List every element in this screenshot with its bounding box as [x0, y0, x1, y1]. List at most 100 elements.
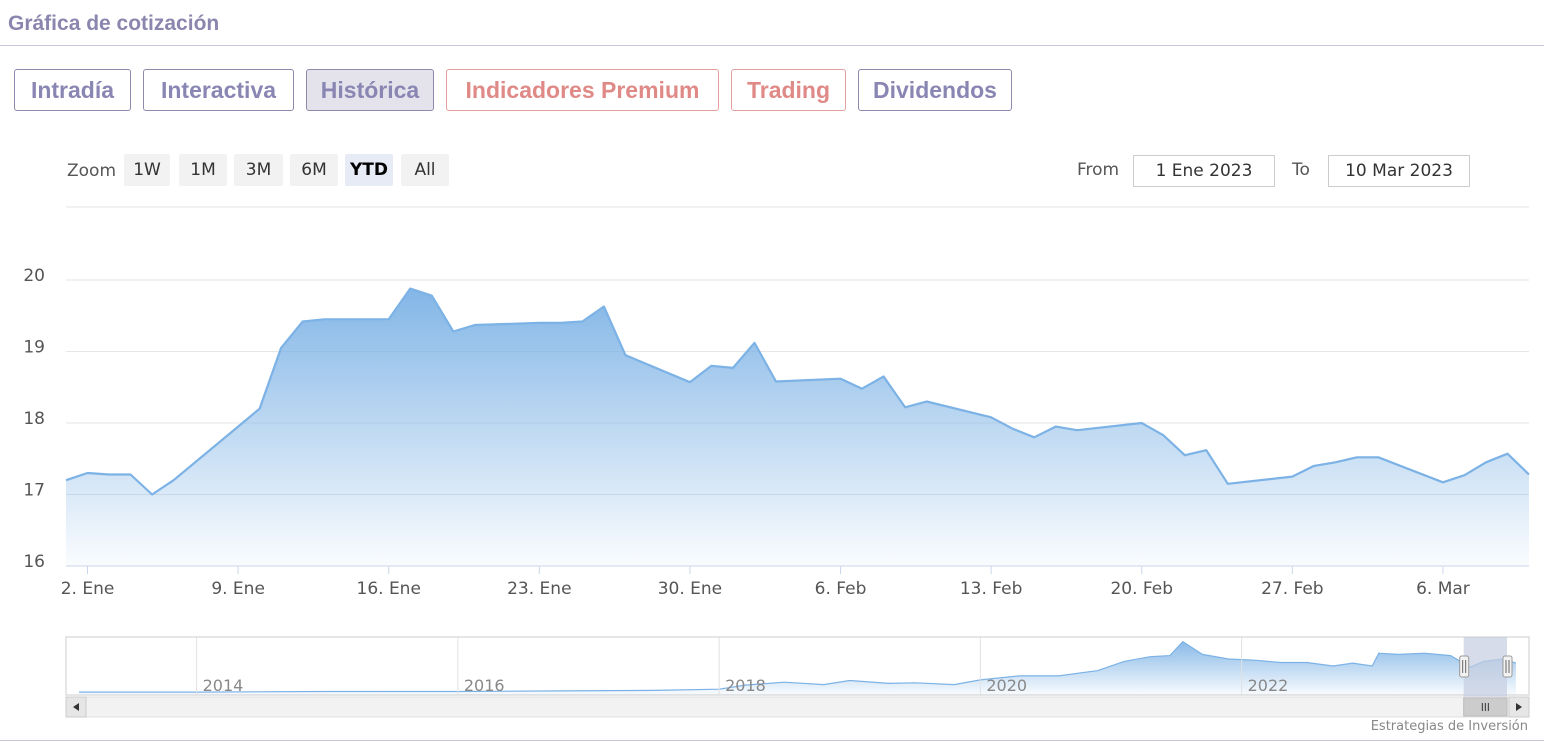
price-data-point[interactable] — [429, 293, 435, 299]
tab-interactiva[interactable]: Interactiva — [143, 69, 294, 111]
price-data-point[interactable] — [1483, 459, 1489, 465]
price-data-point[interactable] — [708, 363, 714, 369]
price-data-point[interactable] — [149, 492, 155, 498]
zoom-6m-button[interactable]: 6M — [290, 154, 338, 186]
navigator-handle-left[interactable] — [1459, 655, 1470, 678]
x-tick-label: 16. Ene — [357, 579, 421, 599]
scroll-right-arrow-icon — [1516, 703, 1522, 711]
price-data-point[interactable] — [1053, 424, 1059, 430]
x-tick-label: 2. Ene — [61, 579, 115, 599]
to-date-input[interactable]: 10 Mar 2023 — [1328, 155, 1470, 187]
price-data-point[interactable] — [1375, 454, 1381, 460]
price-data-point[interactable] — [386, 316, 392, 322]
x-tick-label: 13. Feb — [960, 579, 1023, 599]
price-data-point[interactable] — [1225, 481, 1231, 487]
y-tick-label: 18 — [23, 409, 45, 429]
price-data-point[interactable] — [859, 386, 865, 392]
price-data-point[interactable] — [1160, 432, 1166, 438]
price-data-point[interactable] — [1311, 463, 1317, 469]
price-data-point[interactable] — [472, 322, 478, 328]
from-label: From — [1077, 160, 1120, 180]
y-tick-label: 16 — [23, 552, 45, 572]
price-data-point[interactable] — [1182, 452, 1188, 458]
tab-trading[interactable]: Trading — [731, 69, 846, 111]
navigator-year-label: 2018 — [725, 676, 766, 695]
scrollbar-track[interactable] — [65, 696, 1530, 718]
zoom-3m-button[interactable]: 3M — [234, 154, 283, 186]
price-data-point[interactable] — [601, 304, 607, 310]
navigator-area — [79, 641, 1516, 695]
price-data-point[interactable] — [773, 379, 779, 385]
price-data-point[interactable] — [450, 329, 456, 335]
from-date-input[interactable]: 1 Ene 2023 — [1133, 155, 1275, 187]
price-data-point[interactable] — [579, 319, 585, 325]
price-data-point[interactable] — [1526, 472, 1532, 478]
x-tick-label: 20. Feb — [1110, 579, 1173, 599]
x-tick-label: 30. Ene — [658, 579, 722, 599]
price-data-point[interactable] — [1440, 479, 1446, 485]
y-tick-label: 20 — [23, 266, 45, 286]
price-data-point[interactable] — [687, 379, 693, 385]
price-series-line[interactable] — [65, 287, 1530, 496]
price-data-point[interactable] — [558, 320, 564, 326]
price-data-point[interactable] — [1074, 427, 1080, 433]
price-data-point[interactable] — [1139, 420, 1145, 426]
price-data-point[interactable] — [1289, 474, 1295, 480]
price-data-point[interactable] — [257, 406, 263, 412]
y-tick-label: 19 — [23, 338, 45, 358]
price-data-point[interactable] — [106, 472, 112, 478]
tab-historica[interactable]: Histórica — [306, 69, 434, 111]
price-data-point[interactable] — [536, 320, 542, 326]
price-data-point[interactable] — [321, 316, 327, 322]
navigator-line — [79, 640, 1517, 693]
price-data-point[interactable] — [85, 470, 91, 476]
price-data-point[interactable] — [128, 472, 134, 478]
zoom-label: Zoom — [67, 161, 117, 181]
zoom-all-button[interactable]: All — [401, 154, 449, 186]
price-data-point[interactable] — [752, 340, 758, 346]
tab-dividendos[interactable]: Dividendos — [858, 69, 1012, 111]
price-data-point[interactable] — [278, 345, 284, 351]
price-data-point[interactable] — [1031, 434, 1037, 440]
tab-indicadores-premium[interactable]: Indicadores Premium — [446, 69, 719, 111]
navigator-handle-right[interactable] — [1502, 655, 1513, 678]
price-data-point[interactable] — [838, 376, 844, 382]
title-divider — [0, 45, 1544, 46]
price-data-point[interactable] — [63, 477, 69, 483]
zoom-1w-button[interactable]: 1W — [124, 154, 170, 186]
to-label: To — [1292, 160, 1310, 180]
navigator-year-label: 2020 — [986, 676, 1027, 695]
price-data-point[interactable] — [902, 404, 908, 410]
price-data-point[interactable] — [1332, 459, 1338, 465]
price-data-point[interactable] — [988, 414, 994, 420]
tab-intradia[interactable]: Intradía — [14, 69, 131, 111]
bottom-divider — [0, 740, 1544, 741]
navigator-year-label: 2014 — [203, 676, 244, 695]
price-data-point[interactable] — [730, 365, 736, 371]
navigator-year-label: 2022 — [1248, 676, 1289, 695]
price-data-point[interactable] — [881, 374, 887, 380]
price-data-point[interactable] — [300, 319, 306, 325]
price-data-point[interactable] — [407, 286, 413, 292]
price-data-point[interactable] — [1354, 454, 1360, 460]
price-data-point[interactable] — [1505, 451, 1511, 457]
price-area-fill — [66, 288, 1529, 566]
zoom-ytd-button[interactable]: YTD — [345, 154, 393, 186]
price-data-point[interactable] — [924, 399, 930, 405]
scroll-left-arrow-icon — [73, 703, 79, 711]
navigator-year-label: 2016 — [464, 676, 505, 695]
x-tick-label: 27. Feb — [1261, 579, 1324, 599]
x-tick-label: 6. Mar — [1416, 579, 1470, 599]
x-tick-label: 9. Ene — [211, 579, 265, 599]
price-data-point[interactable] — [1462, 472, 1468, 478]
chart-credit[interactable]: Estrategias de Inversión — [1370, 719, 1528, 734]
price-data-point[interactable] — [622, 352, 628, 358]
price-data-point[interactable] — [1203, 447, 1209, 453]
price-data-point[interactable] — [1010, 426, 1016, 432]
zoom-1m-button[interactable]: 1M — [179, 154, 227, 186]
price-data-point[interactable] — [235, 424, 241, 430]
y-tick-label: 17 — [23, 481, 45, 501]
page-title: Gráfica de cotización — [8, 12, 220, 35]
price-data-point[interactable] — [171, 477, 177, 483]
